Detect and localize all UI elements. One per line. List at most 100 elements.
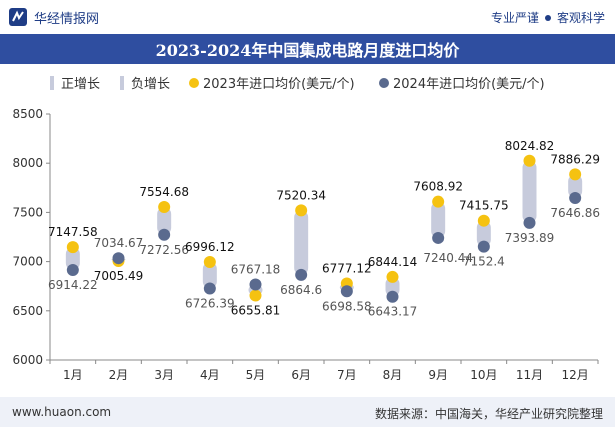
label-2024-1: 7034.67 bbox=[94, 236, 144, 250]
point-2024-7 bbox=[386, 290, 399, 303]
label-2023-3: 6996.12 bbox=[185, 240, 235, 254]
brand[interactable]: 华经情报网 bbox=[8, 7, 99, 27]
legend-swatch-0 bbox=[50, 76, 54, 90]
label-2023-11: 7886.29 bbox=[550, 152, 600, 166]
point-2024-5 bbox=[295, 268, 308, 281]
point-2023-9 bbox=[477, 214, 490, 227]
x-tick-label-0: 1月 bbox=[63, 368, 83, 382]
footer-website[interactable]: www.huaon.com bbox=[12, 405, 112, 419]
point-2024-9 bbox=[477, 240, 490, 253]
label-2023-2: 7554.68 bbox=[139, 185, 189, 199]
point-2024-0 bbox=[66, 264, 79, 277]
title-bar: 2023-2024年中国集成电路月度进口均价 bbox=[0, 34, 615, 64]
bars-layer bbox=[65, 160, 583, 297]
x-tick-label-5: 6月 bbox=[291, 368, 311, 382]
tagline: 专业严谨 客观科学 bbox=[491, 9, 605, 26]
legend-swatch-3 bbox=[379, 78, 389, 88]
label-2023-6: 6777.12 bbox=[322, 262, 372, 276]
tagline-a: 专业严谨 bbox=[490, 11, 539, 25]
point-2024-11 bbox=[569, 191, 582, 204]
point-2023-5 bbox=[295, 204, 308, 217]
range-bar-9 bbox=[476, 220, 491, 247]
label-2023-0: 7147.58 bbox=[48, 225, 98, 239]
point-2023-0 bbox=[66, 241, 79, 254]
label-2023-8: 7608.92 bbox=[413, 180, 463, 194]
point-2023-8 bbox=[432, 195, 445, 208]
label-2023-1: 7005.49 bbox=[94, 269, 144, 283]
label-2024-10: 7393.89 bbox=[505, 231, 555, 245]
range-bar-7 bbox=[385, 276, 400, 297]
point-2024-4 bbox=[249, 278, 262, 291]
x-tick-label-2: 3月 bbox=[154, 368, 174, 382]
label-2024-2: 7272.56 bbox=[139, 243, 189, 257]
x-tick-label-4: 5月 bbox=[246, 368, 266, 382]
range-bar-8 bbox=[431, 201, 446, 238]
footer: www.huaon.com 数据来源：中国海关，华经产业研究院整理 bbox=[0, 397, 615, 427]
y-tick-label-1: 6500 bbox=[12, 304, 43, 318]
label-2023-4: 6655.81 bbox=[231, 303, 281, 317]
legend-label-2: 2023年进口均价(美元/个) bbox=[203, 77, 355, 92]
x-tick-label-7: 8月 bbox=[383, 368, 403, 382]
footer-source: 数据来源：中国海关，华经产业研究院整理 bbox=[374, 407, 603, 421]
range-bar-10 bbox=[522, 160, 537, 223]
point-2024-3 bbox=[203, 282, 216, 295]
point-2024-6 bbox=[340, 285, 353, 298]
label-2024-4: 6767.18 bbox=[231, 263, 281, 277]
legend-label-3: 2024年进口均价(美元/个) bbox=[393, 77, 545, 92]
label-2024-8: 7240.44 bbox=[423, 251, 473, 265]
point-2024-10 bbox=[523, 216, 536, 229]
legend-label-1: 负增长 bbox=[131, 77, 170, 92]
brand-logo-icon bbox=[9, 8, 27, 26]
x-tick-label-6: 7月 bbox=[337, 368, 357, 382]
x-tick-label-9: 10月 bbox=[470, 368, 497, 382]
point-2024-8 bbox=[432, 231, 445, 244]
legend-swatch-1 bbox=[120, 76, 124, 90]
x-tick-label-1: 2月 bbox=[109, 368, 129, 382]
label-2024-11: 7646.86 bbox=[550, 206, 600, 220]
legend-label-0: 正增长 bbox=[61, 77, 100, 92]
legend: 正增长 负增长 2023年进口均价(美元/个) 2024年进口均价(美元/个) bbox=[50, 76, 545, 92]
label-2024-0: 6914.22 bbox=[48, 278, 98, 292]
point-2023-4 bbox=[249, 289, 262, 302]
label-2023-10: 8024.82 bbox=[505, 139, 555, 153]
range-bar-5 bbox=[294, 210, 309, 275]
range-bar-11 bbox=[568, 174, 583, 198]
label-2023-7: 6844.14 bbox=[368, 255, 418, 269]
range-bar-0 bbox=[65, 247, 80, 271]
chart-canvas: 正增长 负增长 2023年进口均价(美元/个) 2024年进口均价(美元/个) 600… bbox=[12, 76, 600, 382]
tagline-dot-icon bbox=[544, 14, 551, 21]
y-tick-label-5: 8500 bbox=[12, 107, 43, 121]
label-2024-3: 6726.39 bbox=[185, 297, 235, 311]
brand-name: 华经情报网 bbox=[34, 11, 100, 27]
label-2024-6: 6698.58 bbox=[322, 299, 372, 313]
x-tick-label-8: 9月 bbox=[428, 368, 448, 382]
label-2024-9: 7152.4 bbox=[463, 255, 505, 269]
label-2024-5: 6864.6 bbox=[280, 283, 322, 297]
y-tick-label-0: 6000 bbox=[12, 353, 43, 367]
x-tick-label-3: 4月 bbox=[200, 368, 220, 382]
point-2023-10 bbox=[523, 154, 536, 167]
y-tick-label-2: 7000 bbox=[12, 255, 43, 269]
point-2024-1 bbox=[112, 252, 125, 265]
x-tick-label-10: 11月 bbox=[516, 368, 543, 382]
y-tick-label-4: 8000 bbox=[12, 156, 43, 170]
x-tick-label-11: 12月 bbox=[562, 368, 589, 382]
dots-layer bbox=[66, 154, 582, 303]
point-2023-11 bbox=[569, 168, 582, 181]
chart-title: 2023-2024年中国集成电路月度进口均价 bbox=[155, 41, 460, 60]
legend-swatch-2 bbox=[189, 78, 199, 88]
x-axis: 1月 2月 3月 4月 5月 6月 7月 8月 9月 10月 11月 12月 bbox=[49, 359, 599, 382]
point-2023-3 bbox=[203, 255, 216, 268]
point-2024-2 bbox=[158, 228, 171, 241]
y-axis: 6000 6500 7000 7500 8000 8500 bbox=[12, 107, 51, 367]
range-bar-2 bbox=[157, 207, 172, 235]
range-bar-3 bbox=[202, 261, 217, 289]
label-2023-9: 7415.75 bbox=[459, 199, 509, 213]
label-2024-7: 6643.17 bbox=[368, 305, 418, 319]
y-tick-label-3: 7500 bbox=[12, 205, 43, 219]
point-2023-7 bbox=[386, 270, 399, 283]
point-2023-2 bbox=[158, 201, 171, 214]
top-bar: 华经情报网 专业严谨 客观科学 bbox=[0, 0, 615, 34]
label-2023-5: 7520.34 bbox=[276, 188, 326, 202]
